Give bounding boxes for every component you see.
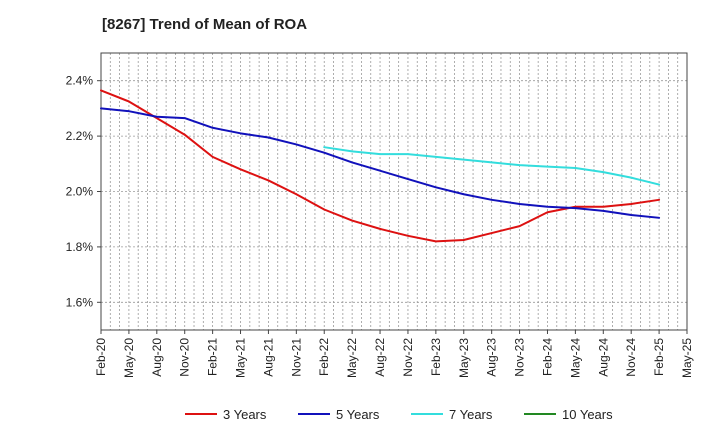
y-tick-label: 1.6%: [66, 295, 94, 309]
x-tick-label: Aug-22: [373, 338, 387, 377]
x-tick-label: Aug-24: [596, 338, 610, 377]
x-tick-label: Aug-20: [150, 338, 164, 377]
x-axis: Feb-20 May-20 Aug-20 Nov-20 Feb-21 May-21 Aug-…: [94, 330, 694, 378]
y-tick-label: 2.4%: [66, 74, 94, 88]
legend-label-5-years: 5 Years: [336, 407, 380, 422]
x-tick-label: May-24: [568, 338, 582, 378]
legend-label-10-years: 10 Years: [562, 407, 613, 422]
y-tick-label: 2.0%: [66, 185, 94, 199]
y-axis: 1.6% 1.8% 2.0% 2.2% 2.4%: [66, 74, 101, 309]
x-tick-label: May-25: [680, 338, 694, 378]
x-tick-label: May-23: [457, 338, 471, 378]
x-tick-label: Feb-24: [540, 338, 554, 376]
series-lines: [100, 89, 661, 243]
x-tick-label: Feb-21: [206, 338, 220, 376]
x-tick-label: Aug-23: [485, 338, 499, 377]
x-tick-label: Nov-20: [178, 338, 192, 377]
x-tick-label: Nov-24: [624, 338, 638, 377]
x-tick-label: May-22: [345, 338, 359, 378]
series-line-7-years: [323, 146, 661, 186]
legend-label-3-years: 3 Years: [223, 407, 267, 422]
x-tick-label: Aug-21: [261, 338, 275, 377]
x-tick-label: Feb-22: [317, 338, 331, 376]
chart-title: [8267] Trend of Mean of ROA: [102, 16, 307, 33]
y-tick-label: 1.8%: [66, 240, 94, 254]
x-tick-label: May-21: [234, 338, 248, 378]
grid-lines: [100, 52, 688, 331]
x-tick-label: Nov-22: [401, 338, 415, 377]
x-tick-label: Nov-23: [513, 338, 527, 377]
legend: 3 Years 5 Years 7 Years 10 Years: [185, 407, 613, 422]
x-tick-label: Feb-23: [429, 338, 443, 376]
x-tick-label: Feb-20: [94, 338, 108, 376]
x-tick-label: May-20: [122, 338, 136, 378]
y-tick-label: 2.2%: [66, 129, 94, 143]
legend-label-7-years: 7 Years: [449, 407, 493, 422]
x-tick-label: Feb-25: [652, 338, 666, 376]
series-line-5-years: [100, 107, 661, 219]
x-tick-label: Nov-21: [289, 338, 303, 377]
